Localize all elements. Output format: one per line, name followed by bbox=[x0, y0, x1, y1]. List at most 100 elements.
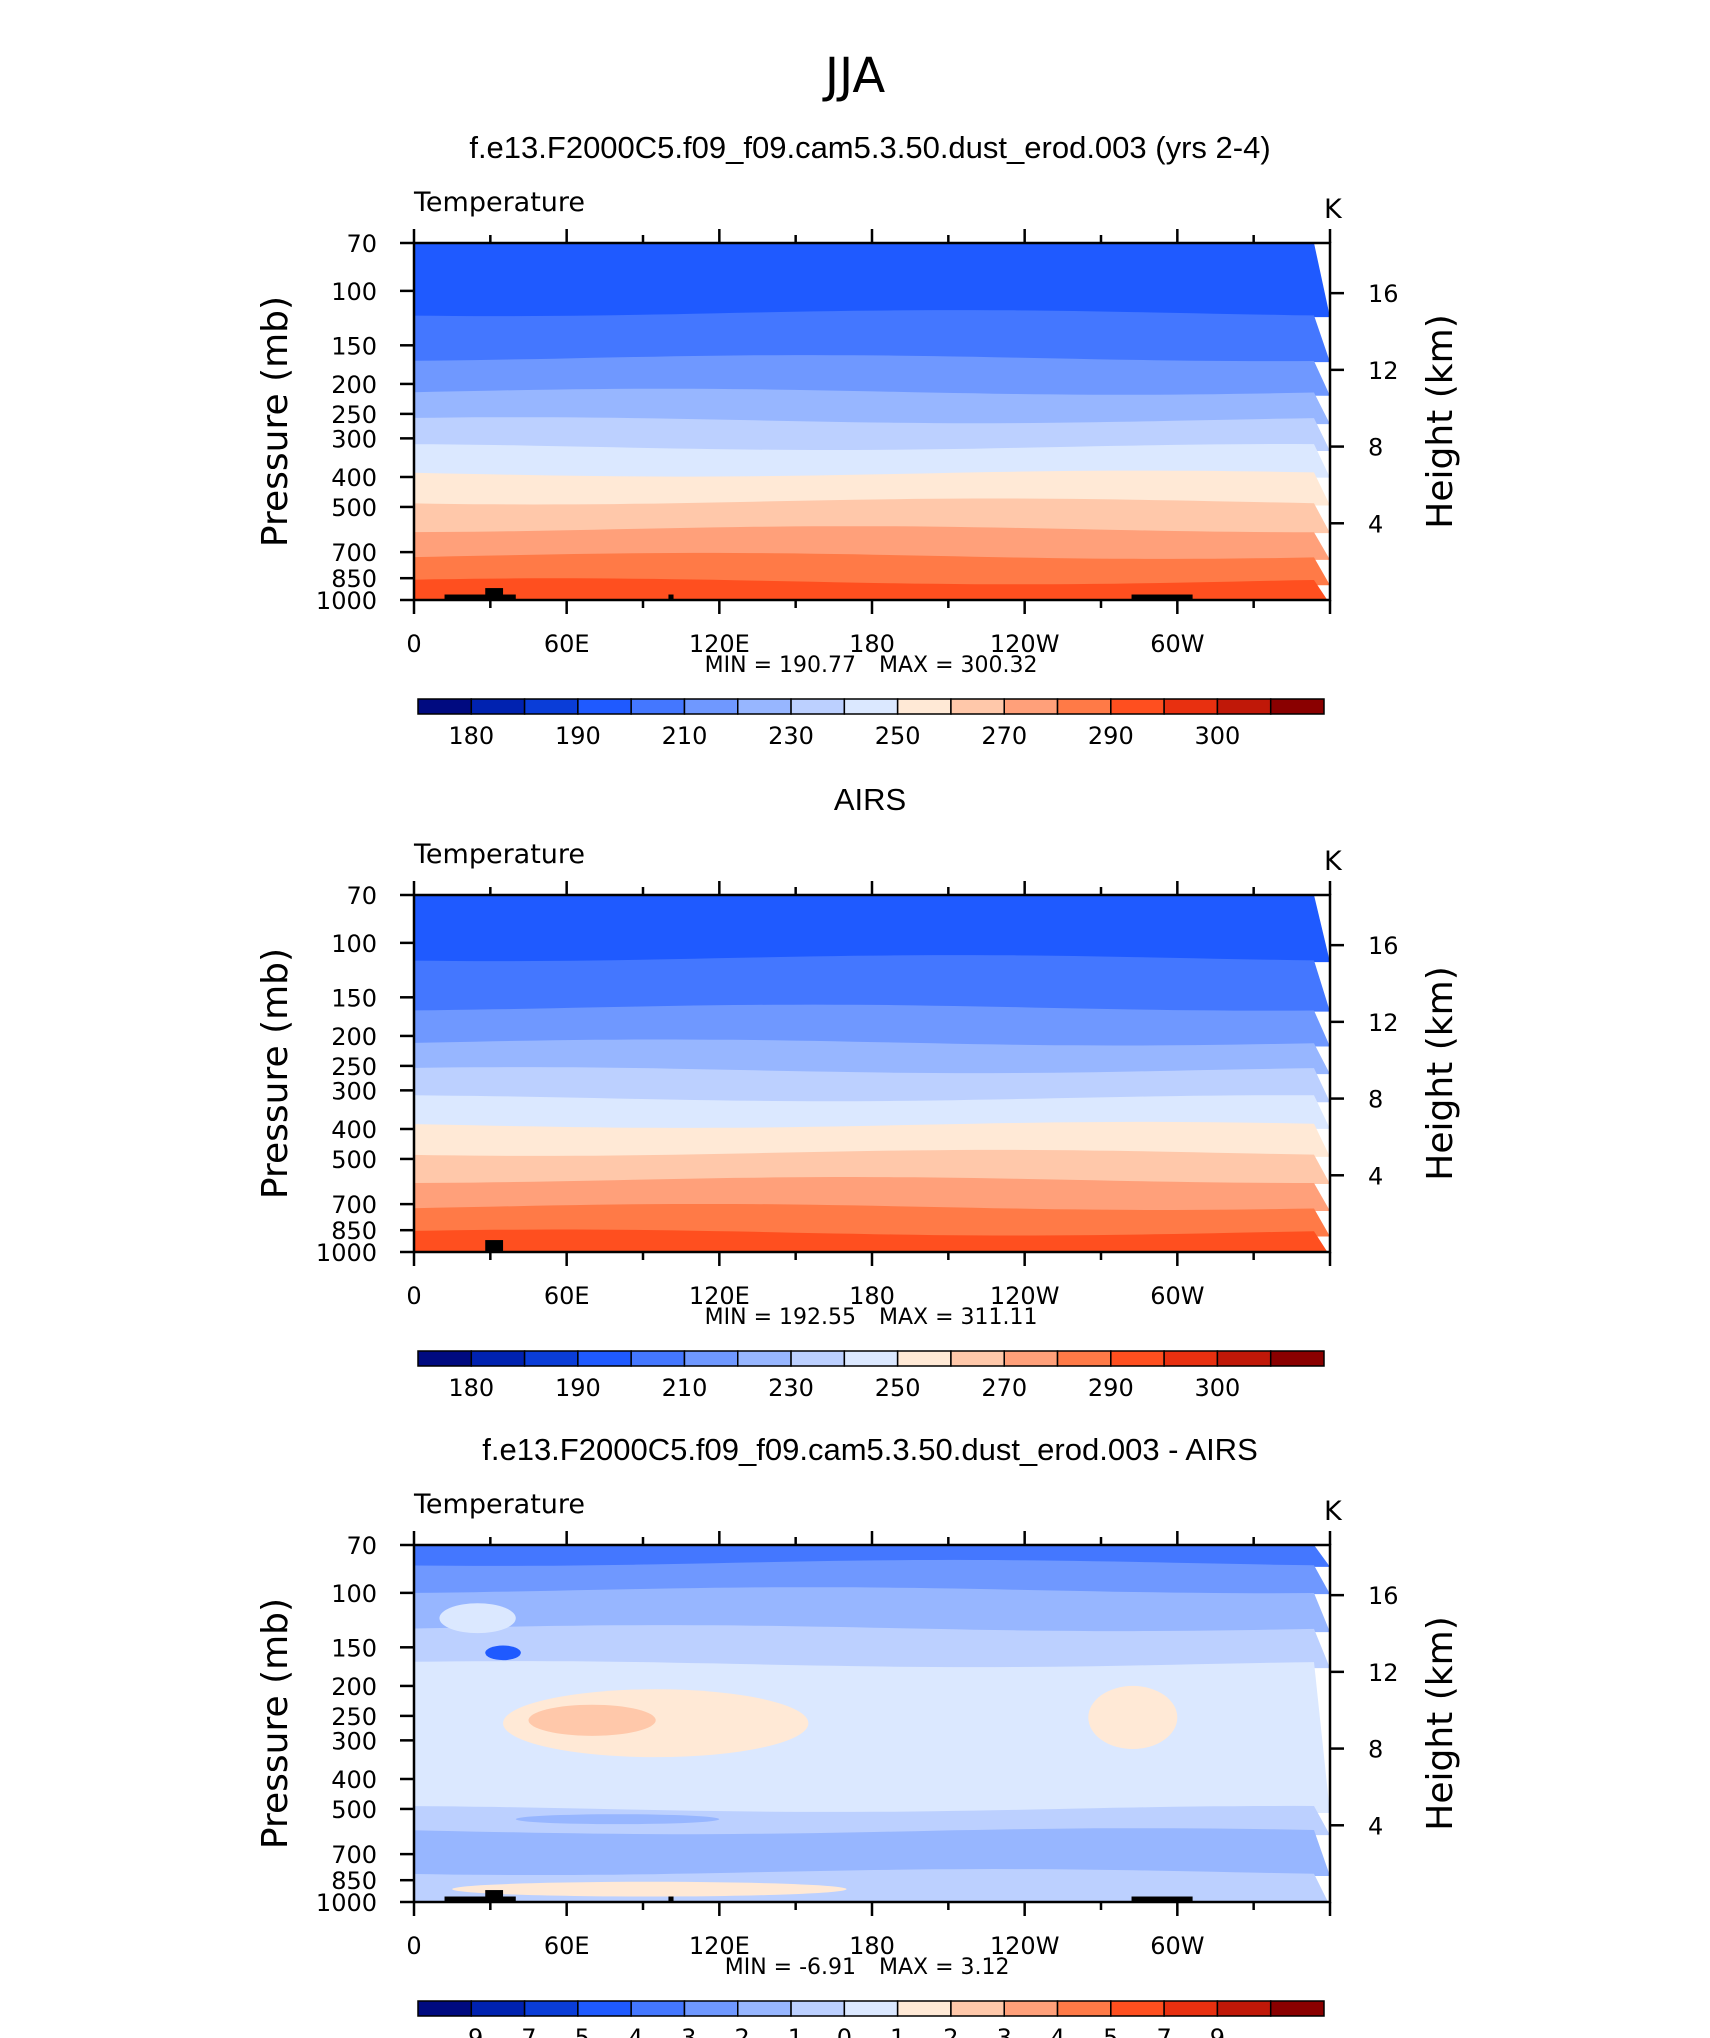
y-tick-label: 250 bbox=[331, 1053, 377, 1081]
label-bar-box bbox=[470, 698, 526, 715]
max-label: MAX = 300.32 bbox=[879, 653, 1038, 678]
units-label: K bbox=[1324, 1496, 1343, 1527]
x-tick-label: 60E bbox=[544, 1282, 590, 1310]
label-bar-tick: -1 bbox=[779, 2024, 803, 2038]
x-tick-label: 0 bbox=[406, 1282, 421, 1310]
units-label: K bbox=[1324, 194, 1343, 225]
label-bar-box bbox=[737, 2000, 792, 2017]
x-tick-label: 60W bbox=[1150, 1282, 1204, 1310]
contour-band bbox=[414, 1587, 1330, 1633]
contour-field bbox=[414, 1545, 1330, 1902]
label-bar-box bbox=[417, 2000, 473, 2017]
y-tick-label: 500 bbox=[331, 1796, 377, 1824]
label-bar-tick: -2 bbox=[726, 2024, 750, 2038]
label-bar-tick: -7 bbox=[513, 2024, 537, 2038]
contour-blob bbox=[485, 1645, 521, 1661]
label-bar-box bbox=[1110, 2000, 1165, 2017]
contour-band bbox=[414, 955, 1330, 1012]
contour-band bbox=[414, 526, 1330, 560]
terrain-mask bbox=[444, 594, 516, 600]
height-tick-label: 16 bbox=[1368, 932, 1399, 960]
x-tick-label: 0 bbox=[406, 1932, 421, 1960]
contour-band bbox=[414, 1805, 1330, 1836]
label-bar-tick: 210 bbox=[662, 722, 708, 750]
y-tick-label: 300 bbox=[331, 1727, 377, 1755]
label-bar-box bbox=[470, 1350, 526, 1367]
label-bar-box bbox=[1269, 2000, 1325, 2017]
contour-band bbox=[414, 1149, 1330, 1185]
page-title: JJA bbox=[822, 48, 885, 104]
y-tick-label: 850 bbox=[331, 1867, 377, 1895]
label-bar-box bbox=[843, 2000, 899, 2017]
x-tick-label: 60W bbox=[1150, 630, 1204, 658]
label-bar-tick: 210 bbox=[662, 1374, 708, 1402]
height-axis-title: Height (km) bbox=[1420, 1616, 1461, 1830]
y-tick-label: 1000 bbox=[316, 1889, 377, 1917]
y-tick-label: 1000 bbox=[316, 1239, 377, 1267]
label-bar-box bbox=[737, 1350, 792, 1367]
height-tick-label: 16 bbox=[1368, 1582, 1399, 1610]
x-tick-label: 180 bbox=[849, 630, 895, 658]
label-bar-box bbox=[683, 1350, 739, 1367]
x-tick-label: 60E bbox=[544, 630, 590, 658]
terrain-mask bbox=[1131, 1896, 1193, 1902]
contour-band bbox=[414, 578, 1328, 600]
x-tick-label: 60W bbox=[1150, 1932, 1204, 1960]
label-bar-box bbox=[1216, 2000, 1272, 2017]
contour-band bbox=[414, 388, 1330, 425]
min-label: MIN = 190.77 bbox=[705, 653, 856, 678]
y-tick-label: 250 bbox=[331, 401, 377, 429]
height-tick-label: 8 bbox=[1368, 1736, 1383, 1764]
y-tick-label: 700 bbox=[331, 539, 377, 567]
label-bar-box bbox=[790, 2000, 846, 2017]
label-bar-tick: 290 bbox=[1088, 722, 1134, 750]
y-tick-label: 850 bbox=[331, 1217, 377, 1245]
label-bar-tick: 230 bbox=[768, 722, 814, 750]
label-bar-tick: 190 bbox=[555, 1374, 601, 1402]
y-axis-title: Pressure (mb) bbox=[255, 948, 296, 1199]
label-bar-tick: -5 bbox=[566, 2024, 590, 2038]
contour-band bbox=[414, 1121, 1330, 1157]
y-tick-label: 300 bbox=[331, 1077, 377, 1105]
y-axis-title: Pressure (mb) bbox=[255, 296, 296, 547]
y-tick-label: 850 bbox=[331, 565, 377, 593]
height-axis-title: Height (km) bbox=[1420, 314, 1461, 528]
y-tick-label: 200 bbox=[331, 371, 377, 399]
x-tick-label: 180 bbox=[849, 1932, 895, 1960]
y-tick-label: 100 bbox=[331, 1580, 377, 1608]
x-tick-label: 120E bbox=[689, 1282, 750, 1310]
height-tick-label: 4 bbox=[1368, 1812, 1383, 1840]
label-bar-tick: 270 bbox=[981, 722, 1027, 750]
terrain-mask bbox=[485, 1240, 504, 1252]
contour-band bbox=[414, 1229, 1328, 1252]
terrain-mask bbox=[485, 588, 504, 600]
label-bar-tick: 180 bbox=[448, 1374, 494, 1402]
label-bar-box bbox=[1163, 2000, 1219, 2017]
contour-band bbox=[414, 470, 1330, 506]
label-bar-tick: 230 bbox=[768, 1374, 814, 1402]
y-tick-label: 100 bbox=[331, 930, 377, 958]
contour-band bbox=[414, 1828, 1330, 1877]
contour-band bbox=[414, 310, 1330, 363]
max-label: MAX = 3.12 bbox=[879, 1955, 1010, 1980]
contour-band bbox=[414, 1625, 1330, 1669]
label-bar-box bbox=[470, 2000, 526, 2017]
y-tick-label: 200 bbox=[331, 1673, 377, 1701]
contour-blob bbox=[515, 1814, 720, 1825]
contour-band bbox=[414, 552, 1330, 586]
label-bar-box bbox=[896, 2000, 952, 2017]
label-bar-tick: -9 bbox=[459, 2024, 483, 2038]
label-bar-box bbox=[790, 1350, 846, 1367]
label-bar-box bbox=[737, 698, 792, 715]
panel-1: f.e13.F2000C5.f09_f09.cam5.3.50.dust_ero… bbox=[255, 130, 1461, 750]
label-bar-box bbox=[1056, 698, 1112, 715]
height-axis-title: Height (km) bbox=[1420, 966, 1461, 1180]
y-tick-label: 150 bbox=[331, 1634, 377, 1662]
label-bar-box bbox=[896, 698, 952, 715]
y-tick-label: 200 bbox=[331, 1023, 377, 1051]
variable-label: Temperature bbox=[413, 839, 585, 870]
label-bar-tick: -3 bbox=[673, 2024, 697, 2038]
panels: f.e13.F2000C5.f09_f09.cam5.3.50.dust_ero… bbox=[255, 130, 1461, 2038]
label-bar-box bbox=[950, 698, 1005, 715]
label-bar-box bbox=[1056, 1350, 1112, 1367]
